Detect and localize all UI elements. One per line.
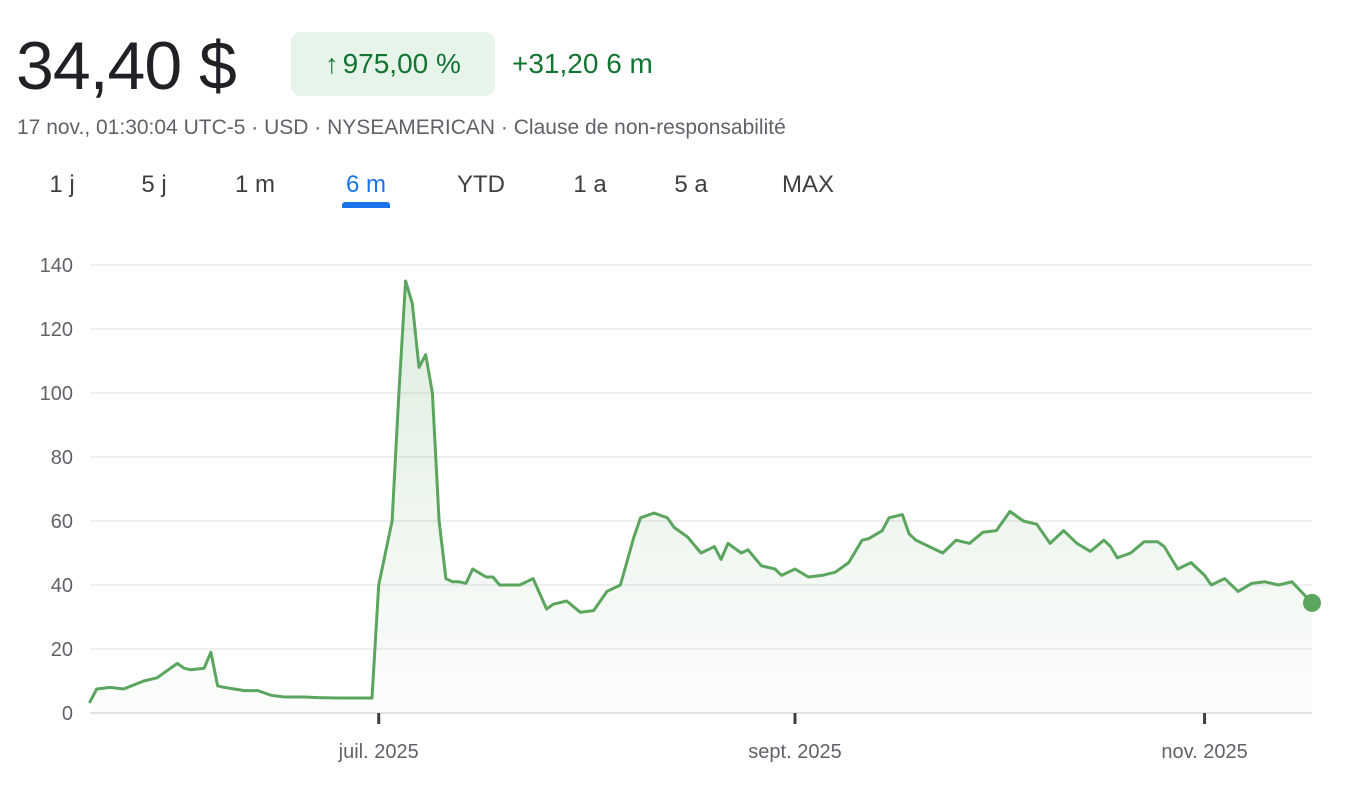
price-line bbox=[88, 279, 1314, 704]
y-tick-label: 20 bbox=[51, 639, 73, 661]
period-tabs: 1 j 5 j 1 m 6 m YTD 1 a 5 a MAX bbox=[0, 164, 900, 212]
y-tick-label: 40 bbox=[51, 575, 73, 597]
y-tick-label: 0 bbox=[62, 703, 73, 725]
tab-5-days[interactable]: 5 j bbox=[141, 171, 167, 198]
x-tick-label: juil. 2025 bbox=[338, 741, 419, 763]
y-tick-label: 120 bbox=[40, 319, 73, 341]
y-tick-label: 100 bbox=[40, 383, 73, 405]
stock-price: 34,40 $ bbox=[16, 28, 237, 104]
tab-6-months[interactable]: 6 m bbox=[345, 171, 386, 198]
tab-1-year[interactable]: 1 a bbox=[573, 171, 607, 198]
y-tick-label: 60 bbox=[51, 511, 73, 533]
change-percent-badge: ↑ 975,00 % bbox=[291, 32, 495, 96]
quote-meta: 17 nov., 01:30:04 UTC-5 · USD · NYSEAMER… bbox=[17, 116, 786, 139]
tab-max[interactable]: MAX bbox=[781, 171, 834, 198]
change-percent-value: 975,00 % bbox=[342, 48, 461, 79]
x-tick-label: nov. 2025 bbox=[1161, 741, 1247, 763]
price-chart[interactable]: 0 20 40 60 80 100 120 140 juil. 2025 sept. 2025 n… bbox=[0, 230, 1366, 780]
arrow-up-icon: ↑ bbox=[325, 48, 339, 79]
x-axis: juil. 2025 sept. 2025 nov. 2025 bbox=[338, 713, 1248, 763]
price-area bbox=[90, 281, 1312, 713]
absolute-change: +31,20 6 m bbox=[512, 48, 653, 79]
tab-5-years[interactable]: 5 a bbox=[674, 171, 708, 198]
y-tick-label: 140 bbox=[40, 255, 73, 277]
tab-ytd[interactable]: YTD bbox=[457, 171, 505, 198]
active-tab-indicator bbox=[342, 202, 390, 208]
y-tick-label: 80 bbox=[51, 447, 73, 469]
tab-1-day[interactable]: 1 j bbox=[49, 171, 75, 198]
y-axis-labels: 0 20 40 60 80 100 120 140 bbox=[40, 255, 73, 725]
tab-1-month[interactable]: 1 m bbox=[234, 171, 275, 198]
x-tick-label: sept. 2025 bbox=[748, 741, 841, 763]
last-price-dot bbox=[1303, 593, 1321, 612]
